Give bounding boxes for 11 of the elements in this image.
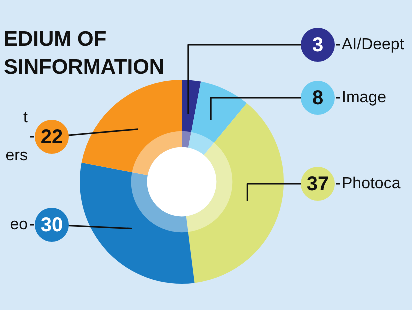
data-label: 22 bbox=[40, 126, 64, 149]
legend-label: AI/Deept bbox=[342, 36, 405, 54]
text: EDIUM OF SINFORMATION bbox=[4, 28, 165, 79]
category-label: t ers bbox=[6, 109, 28, 164]
data-label: 37 bbox=[306, 174, 330, 196]
slice-label: eo bbox=[10, 216, 28, 234]
data-label: 8 bbox=[312, 88, 324, 110]
legend-label: Image bbox=[342, 89, 387, 106]
data-label: 3 bbox=[312, 34, 324, 57]
legend-label: Photoca bbox=[342, 175, 401, 192]
data-label: 30 bbox=[40, 214, 64, 237]
